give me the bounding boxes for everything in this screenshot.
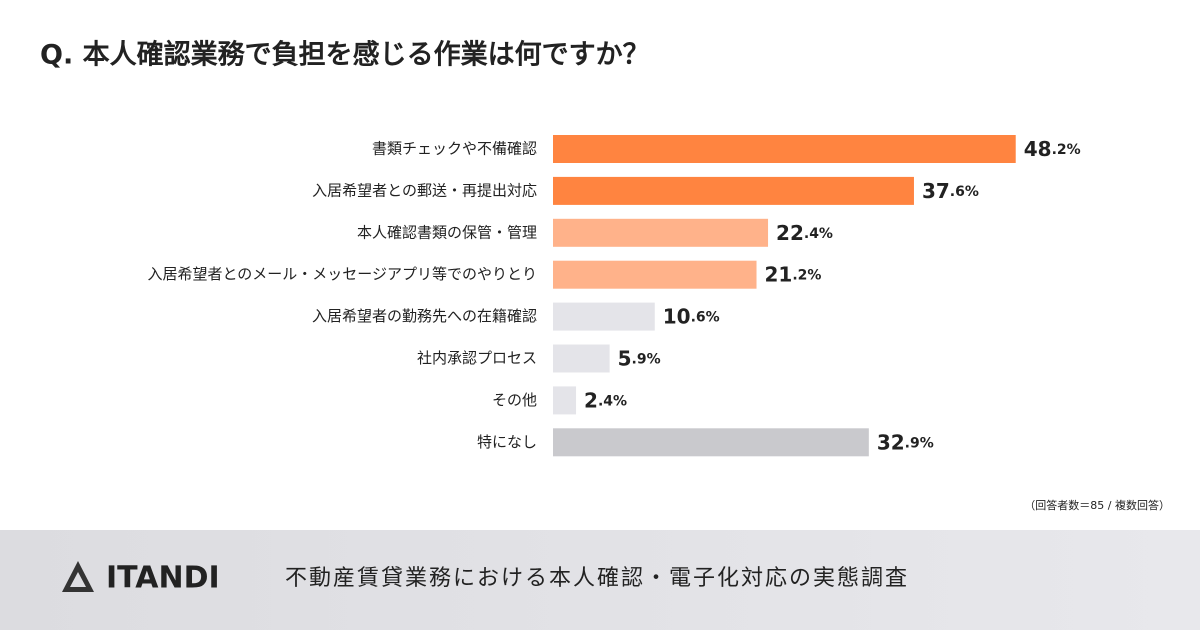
- bar: [553, 302, 655, 331]
- bar: [553, 260, 757, 289]
- category-label: 入居希望者との郵送・再提出対応: [312, 181, 537, 199]
- value-label: 21.2%: [765, 262, 822, 286]
- footer-band: [0, 530, 1200, 630]
- value-label: 5.9%: [618, 346, 661, 370]
- value-label: 10.6%: [663, 304, 720, 328]
- survey-title: 不動産賃貸業務における本人確認・電子化対応の実態調査: [285, 566, 909, 591]
- chart-title: Q. 本人確認業務で負担を感じる作業は何ですか？: [40, 39, 650, 71]
- category-label: 書類チェックや不備確認: [372, 140, 537, 158]
- bar: [553, 344, 610, 373]
- bar: [553, 428, 869, 457]
- value-label: 37.6%: [922, 178, 979, 202]
- category-label: 特になし: [477, 433, 537, 451]
- bar: [553, 176, 914, 205]
- bar: [553, 386, 577, 415]
- category-label: 本人確認書類の保管・管理: [357, 223, 537, 241]
- category-label: 社内承認プロセス: [417, 349, 537, 367]
- value-label: 32.9%: [877, 430, 934, 454]
- category-label: その他: [492, 391, 537, 409]
- bar: [553, 135, 1016, 163]
- brand: ITANDI: [106, 561, 220, 596]
- value-label: 2.4%: [584, 388, 627, 412]
- category-label: 入居希望者とのメール・メッセージアプリ等でのやりとり: [147, 265, 537, 283]
- category-label: 入居希望者の勤務先への在籍確認: [312, 307, 537, 325]
- value-label: 48.2%: [1024, 137, 1081, 161]
- bar: [553, 218, 769, 247]
- note: （回答者数＝85 / 複数回答）: [1024, 498, 1170, 512]
- value-label: 22.4%: [776, 220, 833, 244]
- logo-icon: [62, 561, 94, 592]
